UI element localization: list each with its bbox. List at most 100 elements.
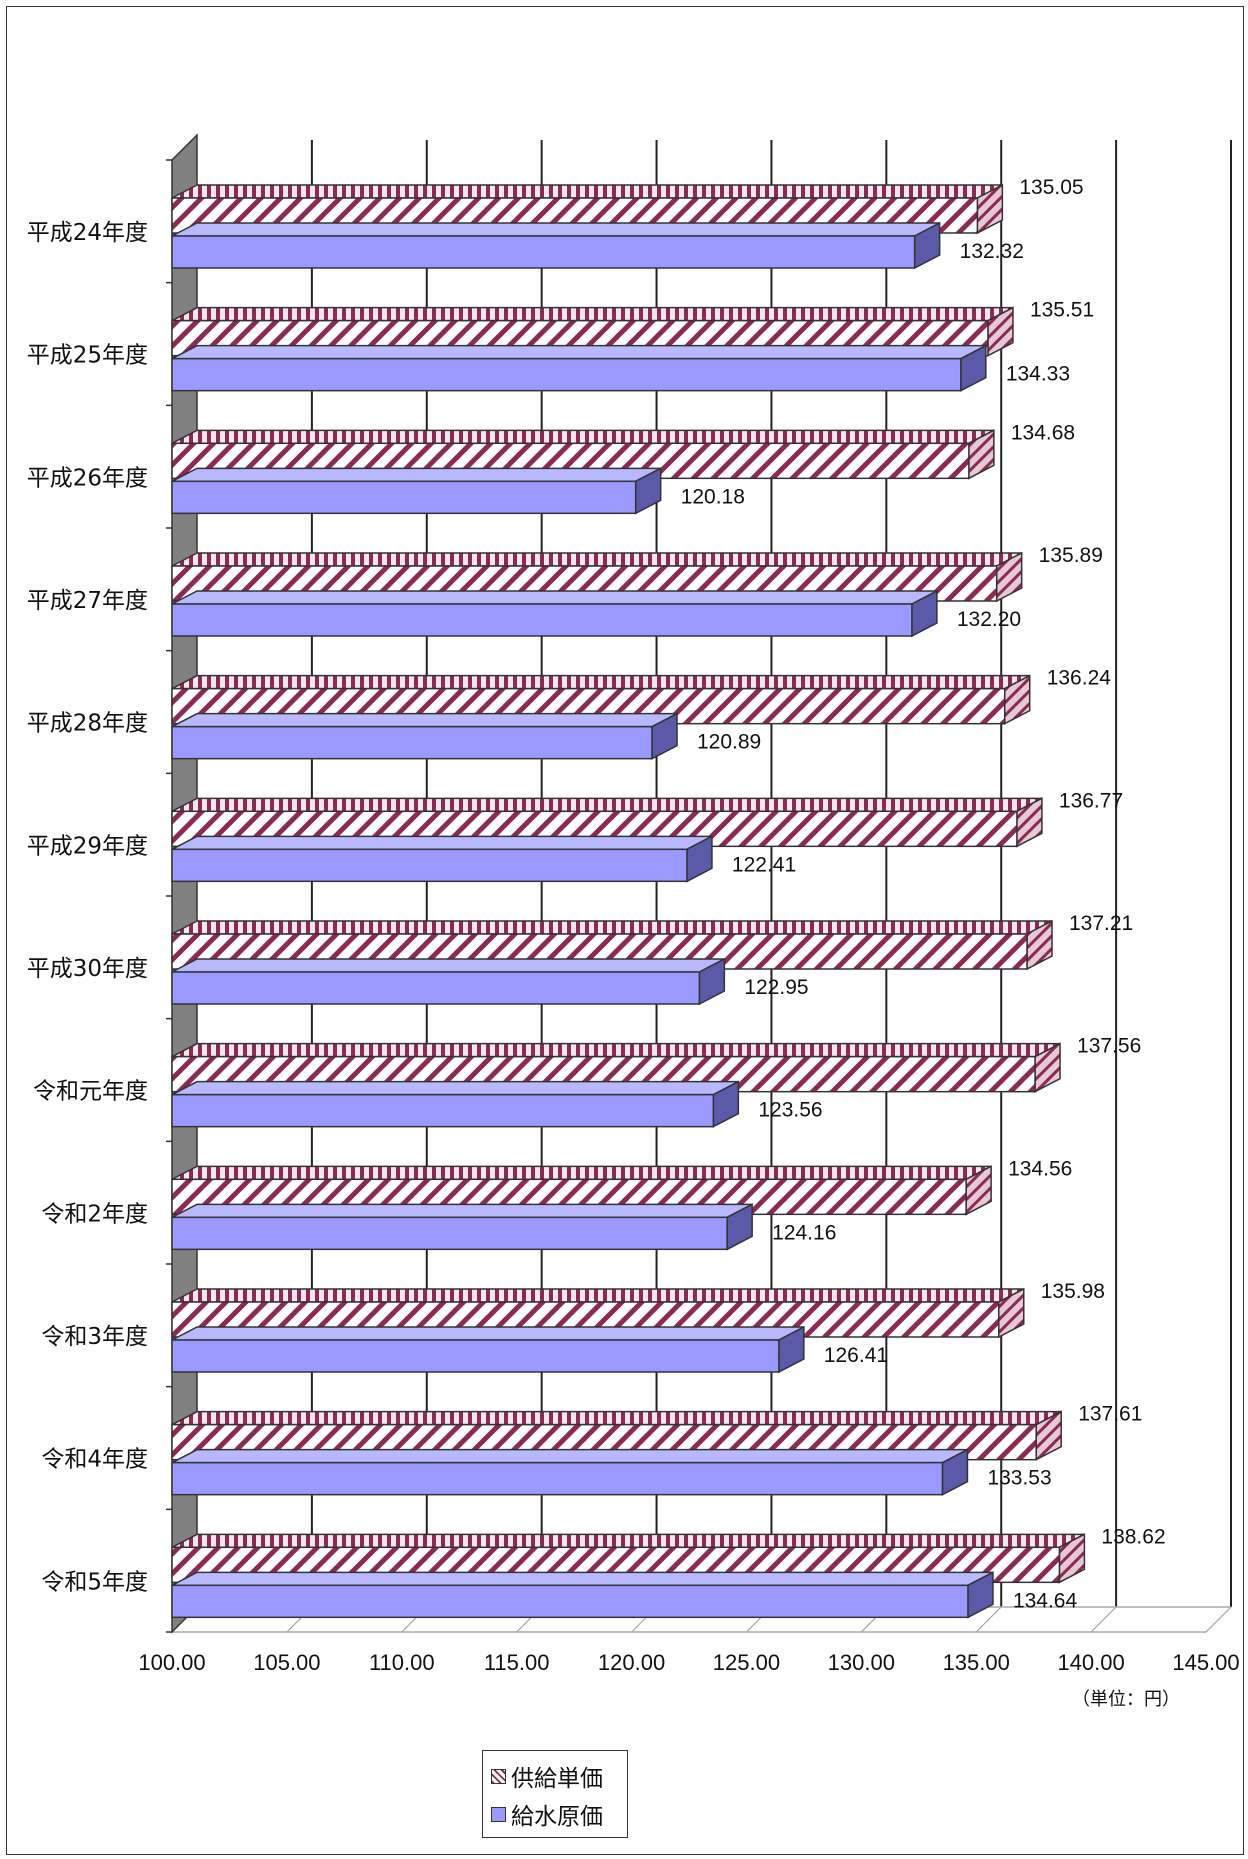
category-label: 令和5年度	[41, 1569, 148, 1595]
x-tick-label: 145.00	[1172, 1650, 1239, 1675]
bar-front-face	[171, 1461, 944, 1496]
hatch-swatch-icon	[491, 1768, 506, 1784]
bar-top-face	[171, 958, 725, 973]
unit-label: （単位：円）	[1072, 1689, 1180, 1710]
bar-top-face	[171, 1533, 1085, 1549]
labels: 100.00 105.00 110.00 115.00 120.00 125.00 130.…	[27, 176, 1240, 1710]
data-label-supply-price: 134.56	[1008, 1157, 1072, 1180]
bar-water-cost	[171, 835, 713, 883]
bar-water-cost	[171, 1203, 753, 1251]
bar-front-face	[171, 480, 637, 515]
bar-top-face	[171, 1165, 992, 1181]
bar-top-face	[171, 1410, 1062, 1426]
bar-front-face	[171, 1339, 780, 1373]
bar-front-face	[171, 1216, 728, 1251]
bar-water-cost	[171, 1448, 969, 1496]
bar-water-cost	[171, 589, 938, 638]
bar-top-face	[171, 1326, 805, 1341]
data-label-supply-price: 135.05	[1019, 176, 1083, 199]
bar-top-face	[171, 1288, 1025, 1303]
bar-top-face	[171, 797, 1043, 813]
bar-top-face	[171, 1448, 968, 1464]
bar-front-face	[171, 357, 962, 392]
data-label-supply-price: 135.98	[1041, 1280, 1105, 1303]
data-label-supply-price: 137.61	[1078, 1403, 1142, 1426]
data-label-supply-price: 135.89	[1039, 544, 1103, 567]
category-label: 平成27年度	[27, 588, 148, 614]
category-label: 平成28年度	[27, 711, 148, 737]
data-label-supply-price: 137.56	[1077, 1035, 1141, 1058]
bar-water-cost	[171, 957, 726, 1006]
data-label-water-cost: 120.89	[697, 731, 761, 754]
bar-water-cost	[171, 1571, 994, 1619]
bar-front-face	[171, 1093, 715, 1128]
x-tick-label: 130.00	[828, 1650, 895, 1675]
x-tick-label: 125.00	[713, 1650, 780, 1675]
bar-water-cost	[171, 344, 987, 392]
legend-label: 供給単価	[511, 1766, 603, 1792]
data-label-water-cost: 126.41	[824, 1344, 888, 1367]
data-label-water-cost: 134.33	[1006, 363, 1070, 386]
data-label-water-cost: 122.41	[732, 853, 796, 876]
bar-front-face	[171, 971, 701, 1005]
bar-front-face	[171, 848, 688, 883]
blue-swatch-icon	[491, 1806, 506, 1822]
floor-grid-line	[975, 1606, 1002, 1633]
bars	[171, 183, 1086, 1619]
category-label: 平成30年度	[27, 956, 148, 982]
bar-top-face	[171, 429, 995, 445]
data-label-water-cost: 132.20	[957, 608, 1021, 631]
data-label-supply-price: 135.51	[1030, 299, 1094, 322]
bar-water-cost	[171, 467, 662, 515]
category-label: 令和元年度	[33, 1079, 148, 1105]
chart-frame	[6, 6, 1244, 1855]
legend: 供給単価 給水原価	[482, 1750, 628, 1838]
bar-top-face	[171, 1203, 753, 1219]
category-label: 令和2年度	[41, 1201, 148, 1227]
data-label-water-cost: 132.32	[960, 240, 1024, 263]
data-label-water-cost: 124.16	[772, 1221, 836, 1244]
bar-top-face	[171, 674, 1031, 690]
data-label-water-cost: 120.18	[681, 485, 745, 508]
bar-top-face	[171, 1042, 1061, 1058]
bar-top-face	[171, 552, 1023, 567]
x-tick-label: 110.00	[369, 1650, 435, 1675]
bar-water-cost	[171, 1325, 805, 1374]
legend-label: 給水原価	[511, 1804, 603, 1830]
data-label-water-cost: 133.53	[987, 1467, 1051, 1490]
x-tick-label: 100.00	[138, 1650, 205, 1675]
legend-item-supply-price: 供給単価	[491, 1757, 619, 1795]
bar-top-face	[171, 467, 662, 483]
bar-front-face	[171, 235, 916, 269]
category-label: 平成24年度	[27, 220, 148, 246]
floor-grid-line	[1205, 1606, 1232, 1633]
data-label-supply-price: 138.62	[1101, 1525, 1165, 1548]
bar-water-cost	[171, 712, 678, 760]
bar-front-face	[171, 603, 913, 637]
bar-top-face	[171, 1080, 739, 1096]
category-label: 平成29年度	[27, 833, 148, 859]
bar-top-face	[171, 184, 1003, 199]
category-label: 令和3年度	[41, 1324, 148, 1350]
bar-top-face	[171, 835, 713, 851]
bar-water-cost	[171, 221, 941, 270]
bar-top-face	[171, 1571, 994, 1587]
data-label-water-cost: 123.56	[758, 1099, 822, 1122]
x-tick-label: 115.00	[484, 1650, 550, 1675]
bar-top-face	[171, 712, 678, 728]
x-tick-label: 140.00	[1057, 1650, 1124, 1675]
x-tick-label: 105.00	[253, 1650, 320, 1675]
data-label-supply-price: 134.68	[1011, 421, 1075, 444]
data-label-water-cost: 134.64	[1013, 1589, 1078, 1612]
bar-front-face	[171, 725, 653, 760]
category-label: 平成25年度	[27, 343, 148, 369]
x-tick-label: 120.00	[598, 1650, 665, 1675]
bar-top-face	[171, 222, 940, 237]
category-label: 令和4年度	[41, 1447, 148, 1473]
data-label-water-cost: 122.95	[744, 976, 808, 999]
bar-top-face	[171, 306, 1014, 322]
bar-top-face	[171, 920, 1053, 935]
floor-grid-line	[1090, 1606, 1117, 1633]
data-label-supply-price: 137.21	[1069, 912, 1133, 935]
